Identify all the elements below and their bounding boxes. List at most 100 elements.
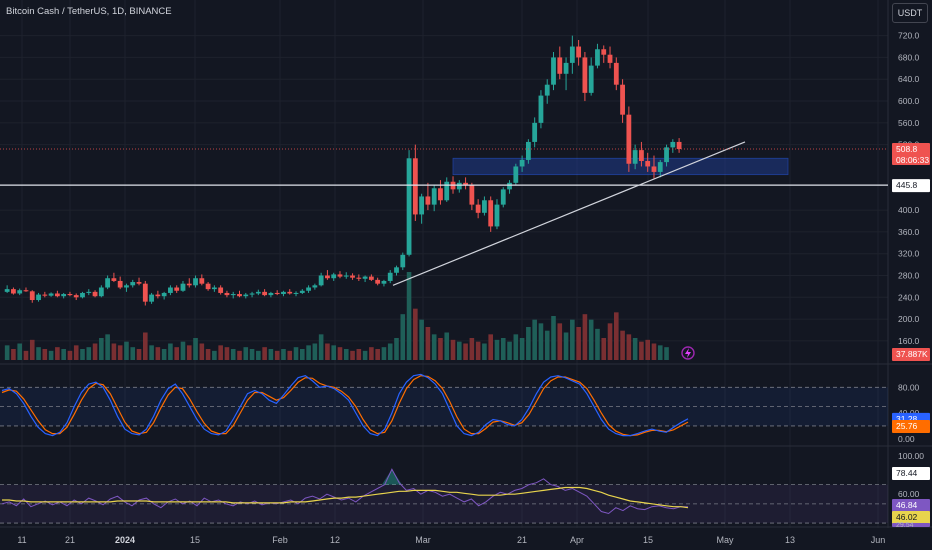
volume-bar: [287, 350, 293, 360]
volume-bar: [582, 314, 588, 360]
x-tick-label: Mar: [415, 535, 431, 545]
volume-bars: [4, 272, 669, 360]
volume-bar: [230, 349, 236, 360]
volume-bar: [4, 345, 10, 360]
x-tick-label: 21: [517, 535, 527, 545]
candle-body: [142, 283, 148, 302]
candle-body: [588, 65, 594, 93]
volume-bar: [488, 334, 493, 360]
candle-body: [657, 162, 663, 172]
volume-bar: [143, 332, 148, 360]
candle-body: [237, 294, 242, 297]
volume-bar: [325, 343, 330, 360]
candle-body: [136, 282, 142, 284]
level-badge: 445.8: [896, 180, 918, 190]
candle-body: [500, 189, 506, 205]
candle-body: [438, 188, 443, 201]
candle-body: [350, 275, 355, 278]
candle-body: [281, 291, 286, 295]
volume-bar: [218, 345, 223, 360]
volume-bar: [645, 339, 650, 360]
volume-bar: [431, 334, 437, 360]
volume-bar: [23, 350, 29, 360]
candle-body: [513, 166, 519, 183]
candle-body: [124, 285, 129, 288]
rsi-badge: 46.84: [896, 500, 918, 510]
volume-bar: [237, 350, 242, 360]
candle-body: [419, 196, 425, 215]
rsi-bottom-badge-bg: [892, 523, 930, 527]
candlesticks: [4, 35, 682, 306]
volume-bar: [111, 343, 117, 360]
volume-bar: [413, 308, 418, 360]
candle-body: [306, 287, 311, 291]
reference-lines: [0, 141, 888, 360]
volume-bar: [475, 341, 481, 360]
rsi-tick-label: 100.00: [898, 451, 924, 461]
volume-bar: [406, 272, 412, 360]
candle-body: [425, 196, 431, 205]
volume-bar: [350, 350, 355, 360]
x-tick-label: 2024: [115, 535, 135, 545]
price-tick-label: 400.0: [898, 205, 920, 215]
candle-body: [312, 285, 318, 288]
candle-body: [664, 147, 669, 163]
candle-body: [538, 95, 544, 123]
volume-bar: [557, 323, 563, 360]
candle-body: [343, 275, 349, 277]
volume-bar: [67, 350, 73, 360]
level-badge-bg: [892, 179, 930, 193]
candle-body: [626, 114, 632, 164]
price-tick-label: 360.0: [898, 227, 920, 237]
price-tick-label: 640.0: [898, 74, 920, 84]
volume-bar: [570, 319, 575, 360]
volume-bar: [532, 319, 537, 360]
volume-bar: [607, 323, 613, 360]
candle-body: [576, 46, 582, 58]
candle-body: [444, 181, 450, 201]
price-tick-label: 320.0: [898, 249, 920, 259]
rsi-ma-badge-bg: [892, 467, 930, 480]
volume-bar: [632, 338, 638, 360]
volume-bar: [362, 350, 368, 360]
candle-body: [325, 275, 330, 279]
candle-body: [149, 294, 154, 302]
candle-body: [620, 84, 625, 115]
stoch-tick-label: 0.00: [898, 434, 915, 444]
volume-bar: [620, 330, 625, 360]
volume-bar: [212, 350, 217, 360]
candle-body: [42, 294, 48, 296]
volume-bar: [544, 330, 550, 360]
candle-body: [469, 185, 475, 205]
candle-body: [601, 49, 607, 55]
candle-body: [4, 289, 10, 292]
support-zone: [452, 157, 789, 176]
grid-lines: [0, 0, 932, 528]
volume-bar: [293, 347, 299, 360]
volume-bar: [500, 338, 506, 360]
candle-body: [318, 275, 324, 286]
x-tick-label: 13: [785, 535, 795, 545]
candle-body: [632, 150, 638, 164]
volume-bar: [457, 341, 462, 360]
candle-body: [262, 291, 268, 296]
volume-bar: [519, 338, 525, 360]
candle-body: [161, 292, 167, 297]
stoch-k-badge: 31.28: [896, 414, 918, 424]
candle-body: [412, 158, 418, 215]
candle-body: [482, 200, 487, 213]
candle-body: [73, 295, 79, 298]
current-price-badge-bg: [892, 143, 930, 166]
stoch-d-badge-bg: [892, 420, 930, 434]
volume-bar: [48, 350, 54, 360]
x-tick-label: Feb: [272, 535, 288, 545]
candle-body: [105, 278, 111, 288]
candle-body: [551, 57, 556, 85]
volume-bar: [494, 339, 500, 360]
candle-body: [230, 294, 236, 296]
candle-body: [155, 294, 161, 297]
candle-body: [400, 254, 406, 268]
price-tick-label: 280.0: [898, 271, 920, 281]
currency-button[interactable]: USDT: [892, 3, 928, 23]
